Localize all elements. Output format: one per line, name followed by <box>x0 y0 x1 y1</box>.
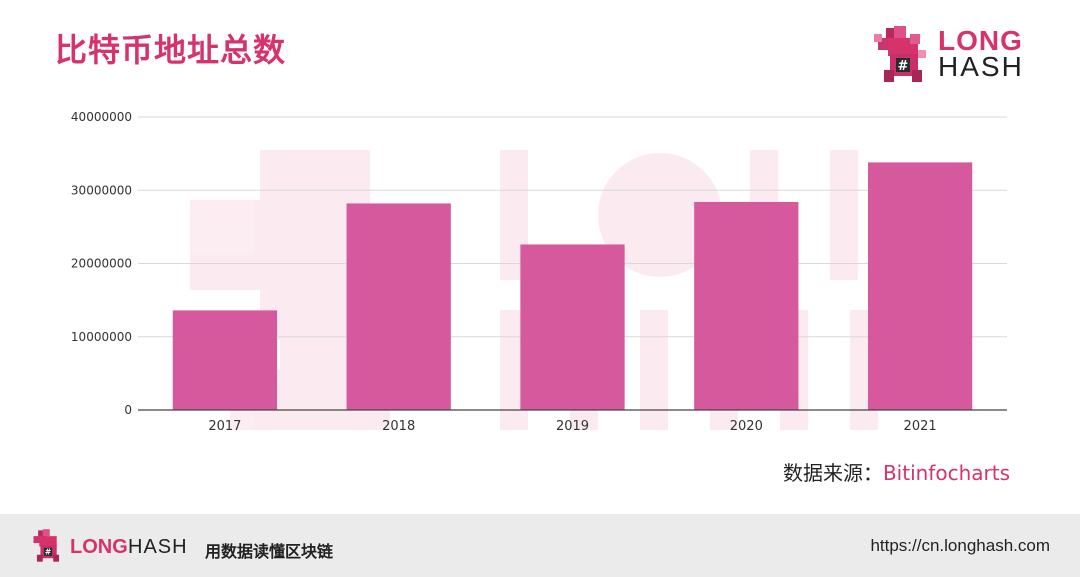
page-title: 比特币地址总数 <box>55 31 287 69</box>
x-tick-label: 2018 <box>382 419 415 434</box>
longhash-logo[interactable]: # LONG HASH <box>872 24 1032 88</box>
footer-logo-icon[interactable]: # <box>30 528 66 564</box>
logo-brand-long: LONG <box>938 25 1023 56</box>
source-label: 数据来源： <box>782 461 883 485</box>
x-tick-label: 2017 <box>208 419 241 434</box>
bar-2017 <box>172 310 278 410</box>
bar-2020 <box>694 201 799 410</box>
bar-2018 <box>346 203 451 410</box>
source-value[interactable]: Bitinfocharts <box>882 461 1010 485</box>
x-tick-label: 2020 <box>730 419 763 434</box>
data-source: 数据来源：Bitinfocharts <box>783 457 1010 486</box>
footer-bar: # LONG HASH 用数据读懂区块链 https://cn.longhash… <box>0 514 1080 577</box>
svg-text:#: # <box>45 548 51 557</box>
x-tick-label: 2021 <box>904 419 937 434</box>
y-tick-label: 0 <box>124 403 132 417</box>
svg-text:#: # <box>898 59 909 74</box>
bars <box>172 162 973 410</box>
x-tick-labels: 2017 2018 2019 2020 2021 <box>208 419 936 434</box>
footer-url-link[interactable]: https://cn.longhash.com <box>870 536 1050 555</box>
bar-2019 <box>520 244 625 410</box>
y-tick-label: 40000000 <box>71 110 132 124</box>
footer-brand-hash: HASH <box>128 536 188 558</box>
y-tick-labels: 0 10000000 20000000 30000000 40000000 <box>71 110 132 417</box>
footer-slogan: 用数据读懂区块链 <box>205 542 334 561</box>
bar-2021 <box>867 162 973 410</box>
footer-brand-long: LONG <box>70 536 128 558</box>
x-tick-label: 2019 <box>556 419 589 434</box>
logo-brand-hash: HASH <box>938 51 1024 82</box>
y-tick-label: 20000000 <box>71 257 132 271</box>
y-tick-label: 10000000 <box>71 330 132 344</box>
longhash-pixel-dino-icon: # <box>874 26 926 82</box>
y-tick-label: 30000000 <box>71 183 132 197</box>
